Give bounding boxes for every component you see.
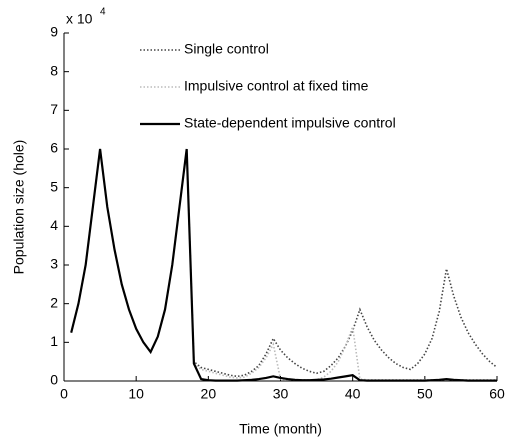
y-tick-label: 2 (50, 294, 58, 310)
y-tick-label: 9 (50, 24, 58, 40)
series-line (70, 148, 497, 382)
x-tick-label: 30 (273, 386, 289, 402)
y-tick-label: 3 (50, 256, 58, 272)
legend-label: Single control (184, 41, 269, 57)
y-tick-label: 0 (50, 372, 58, 388)
y-axis-label: Population size (hole) (11, 140, 27, 275)
legend-label: State-dependent impulsive control (184, 115, 396, 131)
x-tick-label: 0 (60, 386, 68, 402)
y-tick-label: 5 (50, 178, 58, 194)
x-tick-label: 10 (128, 386, 144, 402)
series-line (70, 148, 497, 381)
y-tick-label: 7 (50, 101, 58, 117)
x-tick-label: 40 (345, 386, 361, 402)
y-multiplier: x 10 (66, 11, 93, 27)
y-tick-label: 6 (50, 140, 58, 156)
series-line (70, 148, 498, 378)
x-tick-label: 60 (489, 386, 505, 402)
x-tick-label: 20 (201, 386, 217, 402)
legend-label: Impulsive control at fixed time (184, 78, 369, 94)
y-multiplier-exponent: 4 (100, 7, 106, 18)
x-axis-label: Time (month) (239, 421, 322, 437)
y-tick-label: 1 (50, 333, 58, 349)
x-tick-label: 50 (417, 386, 433, 402)
y-tick-label: 8 (50, 62, 58, 78)
y-tick-label: 4 (50, 217, 58, 233)
